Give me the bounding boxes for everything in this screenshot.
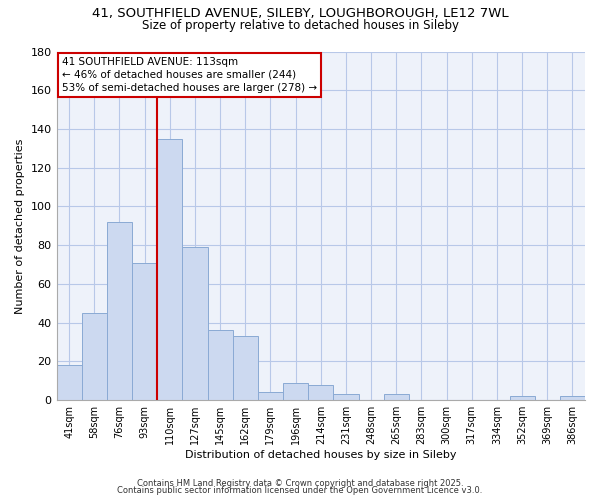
Bar: [132, 262, 157, 400]
Text: 41, SOUTHFIELD AVENUE, SILEBY, LOUGHBOROUGH, LE12 7WL: 41, SOUTHFIELD AVENUE, SILEBY, LOUGHBORO…: [92, 8, 508, 20]
Text: Contains HM Land Registry data © Crown copyright and database right 2025.: Contains HM Land Registry data © Crown c…: [137, 478, 463, 488]
X-axis label: Distribution of detached houses by size in Sileby: Distribution of detached houses by size …: [185, 450, 457, 460]
Bar: [107, 222, 132, 400]
Bar: [56, 366, 82, 400]
Y-axis label: Number of detached properties: Number of detached properties: [15, 138, 25, 314]
Bar: [182, 247, 208, 400]
Bar: [208, 330, 233, 400]
Bar: [283, 383, 308, 400]
Bar: [308, 384, 334, 400]
Bar: [157, 138, 182, 400]
Bar: [82, 313, 107, 400]
Text: Size of property relative to detached houses in Sileby: Size of property relative to detached ho…: [142, 18, 458, 32]
Bar: [383, 394, 409, 400]
Bar: [258, 392, 283, 400]
Bar: [334, 394, 359, 400]
Bar: [560, 396, 585, 400]
Bar: [509, 396, 535, 400]
Text: 41 SOUTHFIELD AVENUE: 113sqm
← 46% of detached houses are smaller (244)
53% of s: 41 SOUTHFIELD AVENUE: 113sqm ← 46% of de…: [62, 56, 317, 93]
Text: Contains public sector information licensed under the Open Government Licence v3: Contains public sector information licen…: [118, 486, 482, 495]
Bar: [233, 336, 258, 400]
